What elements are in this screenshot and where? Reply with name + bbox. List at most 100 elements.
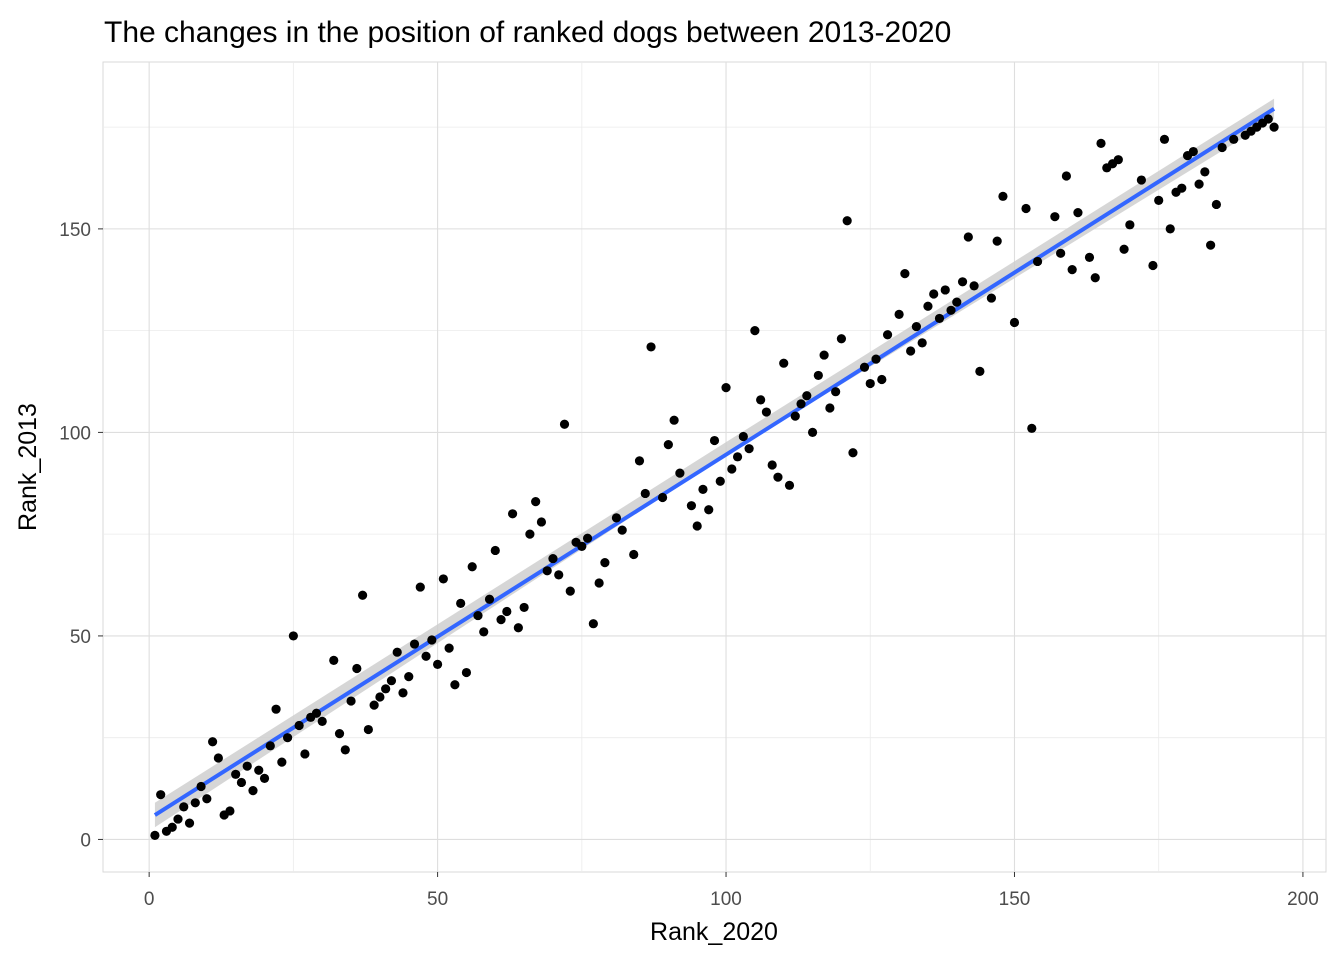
data-point — [1154, 195, 1164, 205]
data-point — [698, 484, 708, 494]
data-point — [294, 720, 304, 731]
data-point — [1217, 142, 1227, 153]
data-point — [802, 391, 812, 401]
data-point — [496, 615, 506, 625]
data-point — [836, 334, 847, 344]
data-point — [340, 745, 350, 755]
data-point — [259, 773, 270, 783]
data-point — [986, 293, 997, 303]
points-layer — [150, 114, 1279, 840]
data-point — [283, 733, 293, 743]
data-point — [784, 480, 795, 490]
data-point — [1200, 167, 1210, 177]
data-point — [1165, 224, 1175, 234]
data-point — [686, 501, 697, 511]
x-tick-label: 150 — [999, 889, 1031, 910]
data-point — [813, 370, 823, 381]
data-point — [1136, 175, 1146, 185]
data-point — [1067, 264, 1077, 275]
data-point — [894, 309, 904, 319]
data-point — [248, 785, 258, 796]
data-point — [738, 431, 748, 442]
data-point — [588, 619, 598, 629]
data-point — [450, 680, 460, 690]
data-point — [265, 741, 275, 751]
data-point — [934, 313, 945, 324]
data-point — [1009, 317, 1020, 328]
data-point — [502, 606, 512, 617]
data-point — [917, 338, 927, 348]
data-point — [657, 492, 668, 503]
x-tick-label: 100 — [710, 889, 742, 910]
data-point — [519, 602, 529, 613]
data-point — [1027, 423, 1037, 433]
data-point — [911, 321, 922, 332]
data-point — [750, 326, 760, 336]
data-point — [779, 358, 789, 368]
data-point — [398, 688, 408, 698]
data-point — [756, 395, 766, 405]
data-point — [692, 521, 702, 531]
data-point — [727, 464, 737, 474]
data-point — [386, 676, 397, 686]
data-point — [156, 790, 166, 800]
data-point — [709, 435, 720, 446]
data-point — [179, 802, 189, 812]
data-point — [271, 704, 281, 714]
data-point — [900, 269, 910, 279]
data-point — [929, 289, 939, 299]
x-tick-label: 0 — [144, 889, 155, 910]
data-point — [525, 529, 535, 539]
data-point — [409, 639, 420, 649]
data-point — [346, 696, 356, 706]
data-point — [969, 281, 979, 291]
data-point — [704, 505, 714, 515]
data-point — [1159, 134, 1170, 144]
data-point — [594, 578, 604, 588]
data-point — [1113, 155, 1123, 165]
data-point — [1061, 171, 1072, 181]
y-tick-label: 50 — [70, 627, 91, 648]
data-point — [715, 476, 725, 486]
data-point — [456, 598, 466, 608]
data-point — [421, 651, 431, 661]
data-point — [484, 594, 495, 604]
data-point — [882, 330, 893, 340]
data-point — [721, 383, 731, 393]
data-point — [479, 627, 489, 637]
data-point — [444, 643, 454, 653]
data-point — [940, 285, 950, 295]
data-point — [859, 362, 870, 372]
data-point — [254, 765, 264, 775]
data-point — [473, 610, 483, 621]
data-point — [369, 700, 379, 710]
data-point — [536, 517, 547, 527]
data-point — [507, 509, 518, 519]
data-point — [877, 374, 887, 385]
data-point — [559, 419, 570, 429]
data-point — [957, 277, 968, 287]
data-point — [807, 427, 818, 438]
data-point — [329, 655, 339, 665]
data-point — [923, 301, 933, 311]
data-point — [634, 456, 645, 466]
data-point — [1148, 260, 1158, 271]
data-point — [1021, 203, 1031, 214]
data-point — [600, 558, 610, 568]
axis-layer: 0 50 100 150 200 0 50 100 150 — [59, 220, 1318, 910]
data-point — [236, 777, 247, 788]
data-point — [531, 496, 541, 507]
y-tick-label: 0 — [80, 830, 91, 851]
data-point — [1096, 138, 1106, 149]
data-point — [242, 761, 252, 771]
data-point — [975, 366, 985, 376]
y-axis-title: Rank_2013 — [14, 403, 42, 531]
data-point — [767, 460, 777, 470]
data-point — [513, 623, 523, 633]
data-point — [150, 830, 160, 840]
data-point — [542, 566, 552, 576]
data-point — [906, 346, 916, 356]
data-point — [363, 724, 373, 735]
